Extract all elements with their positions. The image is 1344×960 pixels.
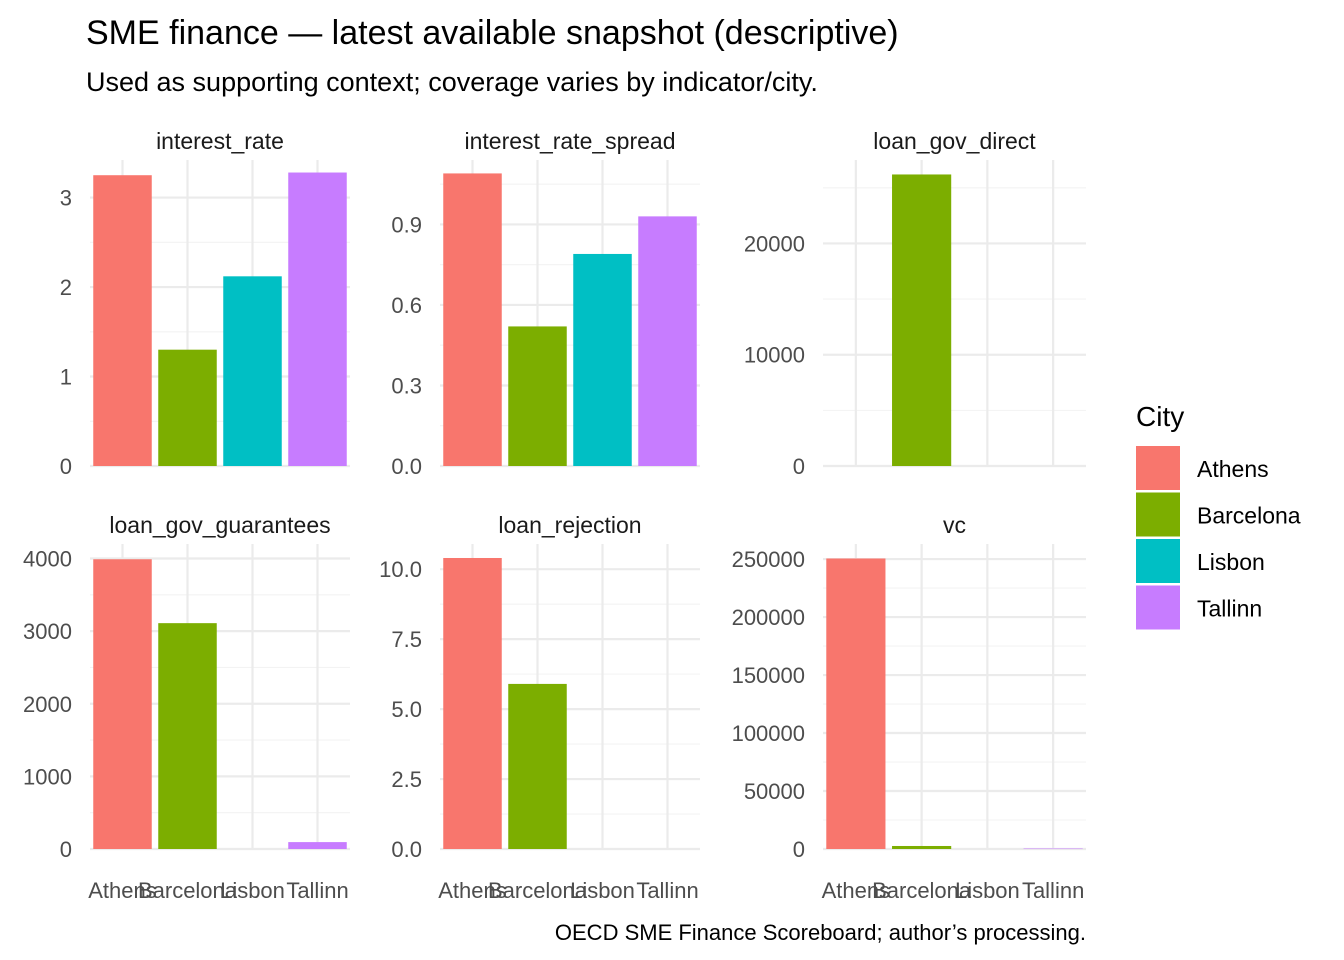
y-tick-label: 20000 <box>744 231 805 256</box>
facet-vc: 0 50000 100000 150000 200000 250000 AthensBarc… <box>732 512 1086 903</box>
y-tick-label: 100000 <box>732 721 805 746</box>
legend-label-tallinn: Tallinn <box>1197 596 1262 622</box>
y-tick-label: 0 <box>793 837 805 862</box>
legend: City Athens Barcelona Lisbon Tallinn <box>1136 401 1301 630</box>
x-tick-label: Barcelona <box>488 878 588 903</box>
bar-athens <box>443 173 502 466</box>
chart-subtitle: Used as supporting context; coverage var… <box>86 67 818 97</box>
bar-lisbon <box>573 253 632 466</box>
y-tick-label: 1 <box>60 365 72 390</box>
facet-strip-label: interest_rate <box>156 128 284 154</box>
y-tick-label: 10000 <box>744 343 805 368</box>
bar-tallinn <box>638 216 697 466</box>
legend-label-lisbon: Lisbon <box>1197 549 1265 575</box>
x-tick-label: Athens <box>822 878 891 903</box>
y-tick-label: 50000 <box>744 779 805 804</box>
x-tick-label: Barcelona <box>138 878 238 903</box>
facet-interest-rate-spread: 0.0 0.3 0.6 0.9 interest_rate_spread <box>391 128 700 479</box>
bar-athens <box>443 557 502 849</box>
facet-strip-label: interest_rate_spread <box>465 128 676 154</box>
y-tick-label: 3000 <box>23 619 72 644</box>
bar-barcelona <box>892 845 952 849</box>
y-tick-label: 200000 <box>732 605 805 630</box>
x-tick-label: Athens <box>438 878 507 903</box>
facet-strip-label: loan_rejection <box>498 512 641 538</box>
x-tick-label: Lisbon <box>570 878 635 903</box>
bar-barcelona <box>158 623 217 849</box>
y-tick-label: 0 <box>793 454 805 479</box>
y-tick-label: 0.3 <box>391 373 422 398</box>
y-tick-label: 250000 <box>732 547 805 572</box>
bar-barcelona <box>508 326 567 466</box>
bar-barcelona <box>892 174 952 466</box>
facet-panels: 0 1 2 3 interest_rate 0.0 0.3 0.6 0.9 interest_ra… <box>23 128 1086 903</box>
bar-tallinn <box>1023 848 1083 850</box>
bar-tallinn <box>288 842 347 849</box>
x-tick-label: Tallinn <box>636 878 698 903</box>
y-tick-label: 10.0 <box>379 557 422 582</box>
y-tick-label: 0 <box>60 837 72 862</box>
x-tick-label: Tallinn <box>286 878 348 903</box>
x-tick-label: Lisbon <box>220 878 285 903</box>
y-tick-label: 2000 <box>23 692 72 717</box>
bar-barcelona <box>508 683 567 849</box>
x-tick-label: Athens <box>88 878 157 903</box>
x-tick-label: Barcelona <box>872 878 972 903</box>
facet-strip-label: vc <box>943 512 966 538</box>
legend-key-tallinn <box>1136 585 1180 630</box>
y-tick-label: 2.5 <box>391 767 422 792</box>
x-tick-label: Lisbon <box>955 878 1020 903</box>
legend-key-athens <box>1136 446 1180 490</box>
y-tick-label: 3 <box>60 186 72 211</box>
facet-strip-label: loan_gov_guarantees <box>109 512 330 538</box>
y-tick-label: 4000 <box>23 547 72 572</box>
legend-label-barcelona: Barcelona <box>1197 503 1301 529</box>
facet-interest-rate: 0 1 2 3 interest_rate <box>60 128 350 479</box>
y-tick-label: 7.5 <box>391 627 422 652</box>
y-tick-label: 0.6 <box>391 293 422 318</box>
bar-athens <box>93 559 152 849</box>
bar-athens <box>93 175 152 467</box>
legend-key-lisbon <box>1136 539 1180 583</box>
x-tick-label: Tallinn <box>1022 878 1084 903</box>
bar-athens <box>826 558 886 849</box>
bar-barcelona <box>158 349 217 466</box>
facet-strip-label: loan_gov_direct <box>873 128 1036 154</box>
y-tick-label: 0.0 <box>391 454 422 479</box>
y-tick-label: 1000 <box>23 764 72 789</box>
chart-caption: OECD SME Finance Scoreboard; author’s pr… <box>555 920 1086 945</box>
y-tick-label: 0.0 <box>391 837 422 862</box>
y-tick-label: 5.0 <box>391 697 422 722</box>
legend-label-athens: Athens <box>1197 456 1269 482</box>
chart-title: SME finance — latest available snapshot … <box>86 14 899 52</box>
y-tick-label: 0 <box>60 454 72 479</box>
y-tick-label: 150000 <box>732 663 805 688</box>
legend-title: City <box>1136 401 1184 432</box>
y-tick-label: 0.9 <box>391 212 422 237</box>
bar-tallinn <box>288 172 347 467</box>
legend-key-barcelona <box>1136 492 1180 537</box>
y-tick-label: 2 <box>60 275 72 300</box>
bar-lisbon <box>223 276 282 466</box>
facet-loan-gov-direct: 0 10000 20000 loan_gov_direct <box>744 128 1086 479</box>
